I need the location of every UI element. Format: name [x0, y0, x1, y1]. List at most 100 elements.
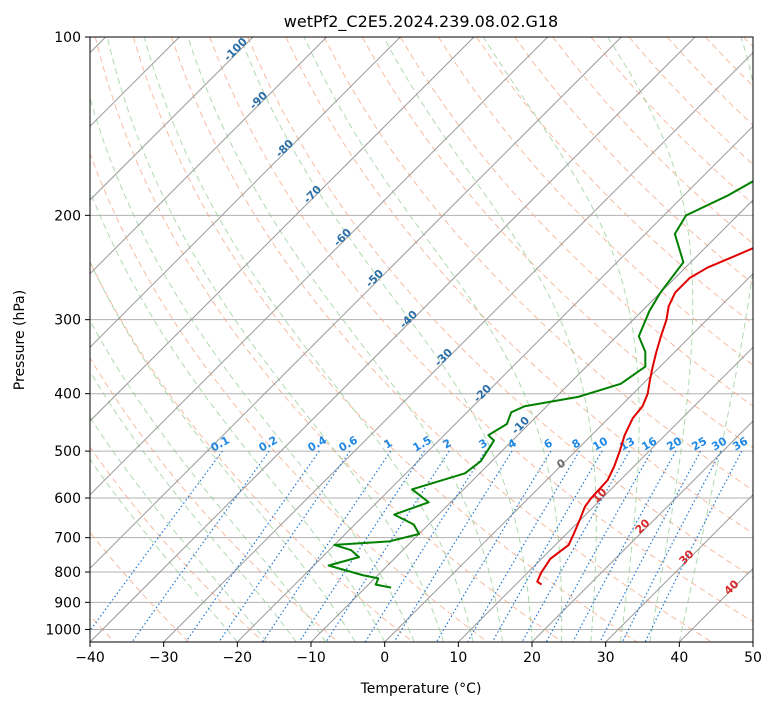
- dry-adiabat-line: [743, 37, 753, 48]
- isotherm-line: [310, 199, 753, 642]
- mixing-ratio-line: [364, 450, 486, 642]
- dry-adiabat-line: [323, 37, 753, 491]
- isotherm-label: -60: [331, 226, 354, 249]
- dry-adiabat-line: [285, 37, 753, 535]
- mixing-ratio-label: 25: [689, 435, 709, 454]
- mixing-ratio-line: [298, 450, 425, 642]
- temperature-line: [536, 247, 753, 586]
- dry-adiabat-line: [90, 152, 488, 642]
- dry-adiabat-line: [552, 37, 753, 245]
- isotherm-line: [90, 37, 475, 422]
- dry-adiabat-label: 20: [633, 516, 653, 536]
- mixing-ratio-label: 36: [730, 434, 750, 453]
- x-tick-label: −40: [75, 650, 105, 666]
- isotherm-label: -20: [471, 382, 494, 405]
- dry-adiabat-line: [704, 37, 753, 87]
- x-tick-label: 20: [523, 650, 541, 666]
- dry-adiabat-line: [247, 37, 753, 578]
- moist-adiabat-line: [90, 319, 327, 642]
- x-tick-label: 0: [380, 650, 389, 666]
- y-tick-label: 300: [54, 313, 81, 329]
- moist-adiabat-line: [239, 37, 533, 642]
- isotherm-line: [384, 272, 753, 642]
- dry-adiabat-line: [438, 37, 753, 366]
- isotherm-line: [531, 420, 753, 642]
- y-tick-label: 600: [54, 491, 81, 507]
- y-tick-label: 100: [54, 30, 81, 46]
- mixing-ratio-line: [90, 450, 223, 632]
- isotherm-line: [90, 37, 401, 349]
- mixing-ratio-line: [218, 450, 351, 642]
- isotherm-line: [90, 37, 622, 570]
- mixing-ratio-label: 2: [441, 436, 454, 451]
- y-tick-label: 900: [54, 595, 81, 611]
- x-axis-ticks: −40 −30 −20 −10 0 10 20 30 40 50: [75, 642, 762, 666]
- moist-adiabat-line: [678, 37, 753, 642]
- y-axis-label: Pressure (hPa): [12, 290, 28, 390]
- moist-adiabat-line: [90, 458, 238, 642]
- isotherm-line: [457, 346, 753, 642]
- moist-adiabat-line: [187, 37, 504, 642]
- y-tick-label: 400: [54, 387, 81, 403]
- x-axis-label: Temperature (°C): [360, 681, 482, 697]
- isotherm-line: [678, 567, 753, 642]
- dry-adiabat-line: [90, 356, 339, 642]
- isotherm-line: [90, 37, 549, 496]
- moist-adiabat-line: [90, 416, 268, 642]
- mixing-ratio-lines: [90, 450, 743, 642]
- x-tick-label: −20: [223, 650, 253, 666]
- mixing-ratio-label: 30: [709, 434, 729, 453]
- mixing-ratio-line: [466, 450, 580, 642]
- isotherm-line: [163, 51, 753, 642]
- moist-adiabat-line: [383, 37, 597, 642]
- dry-adiabat-line: [90, 446, 264, 642]
- isotherm-line: [90, 37, 696, 642]
- x-tick-label: 50: [744, 650, 762, 666]
- dry-adiabat-line: [476, 37, 753, 325]
- dry-adiabat-line: [209, 37, 753, 623]
- mixing-ratio-line: [393, 450, 513, 642]
- y-tick-label: 500: [54, 444, 81, 460]
- moist-adiabat-line: [90, 189, 386, 642]
- plot-frame: [89, 36, 754, 643]
- dry-adiabat-label: 40: [722, 577, 742, 597]
- moist-adiabat-line: [607, 37, 694, 642]
- isotherm-line: [90, 37, 254, 201]
- moist-adiabat-line: [143, 37, 474, 642]
- dry-adiabat-line: [171, 37, 713, 642]
- moist-adiabat-label: 0: [555, 456, 568, 471]
- mixing-ratio-label: 16: [639, 434, 659, 453]
- mixing-ratio-label: 4: [506, 436, 519, 451]
- x-tick-label: −30: [149, 650, 179, 666]
- x-tick-label: 10: [449, 650, 467, 666]
- moist-adiabat-line: [106, 37, 445, 642]
- mixing-ratio-line: [621, 450, 722, 642]
- isotherm-line: [236, 125, 753, 642]
- mixing-ratio-line: [185, 450, 320, 642]
- mixing-ratio-line: [521, 450, 631, 642]
- dry-adiabat-line: [94, 37, 563, 642]
- dewpoint-line: [327, 179, 753, 589]
- isotherm-line: [605, 493, 753, 642]
- dry-adiabat-line: [90, 531, 190, 642]
- moist-adiabat-line: [90, 260, 356, 642]
- y-tick-label: 1000: [45, 622, 81, 638]
- mixing-ratio-line: [131, 450, 270, 642]
- mixing-ratio-line: [325, 450, 450, 642]
- mixing-ratio-label: 8: [570, 436, 583, 451]
- moist-adiabats: [90, 37, 753, 642]
- dry-adiabat-line: [132, 37, 638, 642]
- isotherm-label: -80: [273, 137, 296, 160]
- x-tick-label: 40: [670, 650, 688, 666]
- y-tick-label: 200: [54, 208, 81, 224]
- moist-adiabat-line: [90, 370, 297, 642]
- isotherm-label: -100: [221, 35, 250, 64]
- moist-adiabat-line: [482, 37, 640, 642]
- y-tick-label: 700: [54, 531, 81, 547]
- isotherm-label: -10: [509, 414, 532, 437]
- isotherm-line: [90, 37, 328, 275]
- isotherms: [90, 37, 753, 642]
- mixing-ratio-line: [644, 450, 743, 642]
- moist-adiabat-line: [303, 37, 563, 642]
